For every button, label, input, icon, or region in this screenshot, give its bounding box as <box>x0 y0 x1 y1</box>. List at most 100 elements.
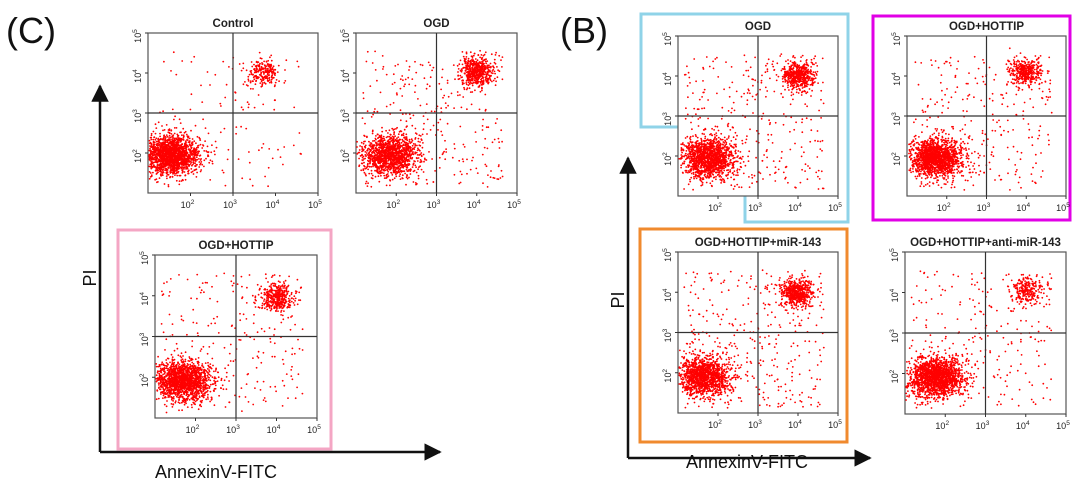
data-point <box>181 166 183 168</box>
data-point <box>178 139 181 142</box>
data-point <box>466 158 468 161</box>
data-point <box>192 173 195 175</box>
data-point <box>205 398 208 401</box>
data-point <box>405 60 408 62</box>
data-point <box>425 103 428 105</box>
data-point <box>454 78 456 81</box>
data-point <box>234 91 237 94</box>
data-point <box>358 149 361 151</box>
data-point <box>164 154 167 157</box>
data-point <box>272 70 275 72</box>
data-point <box>377 133 379 136</box>
data-point <box>168 134 171 137</box>
data-point <box>159 148 162 151</box>
data-point <box>409 173 412 175</box>
data-point <box>160 152 163 155</box>
data-point <box>253 75 256 77</box>
panel-b-x-axis-title: AnnexinV-FITC <box>686 452 808 472</box>
data-point <box>392 169 395 172</box>
data-point <box>176 135 179 138</box>
data-point <box>380 136 383 139</box>
data-point <box>416 157 418 160</box>
data-point <box>183 403 186 406</box>
data-point <box>203 150 206 152</box>
data-point <box>402 79 404 82</box>
data-point <box>180 144 183 147</box>
data-point <box>481 82 484 85</box>
data-point <box>182 155 185 158</box>
data-point <box>414 160 416 163</box>
data-point <box>196 158 199 161</box>
data-point <box>228 66 230 68</box>
data-point <box>263 76 265 79</box>
data-point <box>172 141 175 144</box>
data-point <box>457 74 460 77</box>
data-point <box>177 168 180 171</box>
data-point <box>214 153 216 156</box>
data-point <box>392 137 395 140</box>
data-point <box>481 153 484 156</box>
data-point <box>445 151 448 153</box>
data-point <box>193 140 196 143</box>
data-point <box>242 67 245 70</box>
data-point <box>164 162 167 165</box>
data-point <box>171 144 174 147</box>
data-point <box>417 98 419 100</box>
data-point <box>376 79 378 82</box>
data-point <box>401 133 403 136</box>
y-tick-label: 103 <box>340 109 351 123</box>
data-point <box>364 122 366 125</box>
data-point <box>172 165 175 167</box>
data-point <box>366 135 368 138</box>
data-point <box>394 138 397 141</box>
data-point <box>421 146 424 149</box>
data-point <box>486 147 489 150</box>
data-point <box>167 129 170 131</box>
data-point <box>248 151 250 153</box>
data-point <box>470 82 473 85</box>
data-point <box>481 76 484 78</box>
data-point <box>393 159 396 162</box>
data-point <box>168 161 171 163</box>
data-point <box>381 55 384 57</box>
data-point <box>412 164 415 166</box>
data-point <box>382 172 385 175</box>
data-point <box>403 147 406 149</box>
data-point <box>159 167 162 170</box>
data-point <box>175 138 178 141</box>
data-point <box>371 144 374 146</box>
data-point <box>155 161 158 164</box>
data-point <box>152 152 155 154</box>
data-point <box>391 161 393 164</box>
data-point <box>479 49 481 52</box>
data-point <box>389 179 392 182</box>
data-point <box>268 74 271 76</box>
data-point <box>254 83 257 86</box>
data-point <box>264 82 267 85</box>
data-point <box>293 106 296 109</box>
data-point <box>162 149 164 152</box>
data-point <box>248 161 251 164</box>
data-point <box>437 129 439 131</box>
data-point <box>498 70 501 73</box>
data-point <box>494 72 496 75</box>
data-point <box>462 55 465 58</box>
data-point <box>300 153 302 155</box>
data-point <box>157 158 160 161</box>
data-point <box>224 184 227 187</box>
data-point <box>401 170 404 173</box>
data-point <box>172 51 175 54</box>
data-point <box>480 54 483 56</box>
data-point <box>158 177 161 180</box>
data-point <box>399 166 402 169</box>
data-point <box>151 157 154 160</box>
data-point <box>190 61 193 63</box>
data-point <box>374 162 377 165</box>
data-point <box>154 123 157 126</box>
data-point <box>396 93 398 96</box>
data-point <box>171 108 174 111</box>
data-point <box>423 160 425 163</box>
data-point <box>193 154 196 157</box>
